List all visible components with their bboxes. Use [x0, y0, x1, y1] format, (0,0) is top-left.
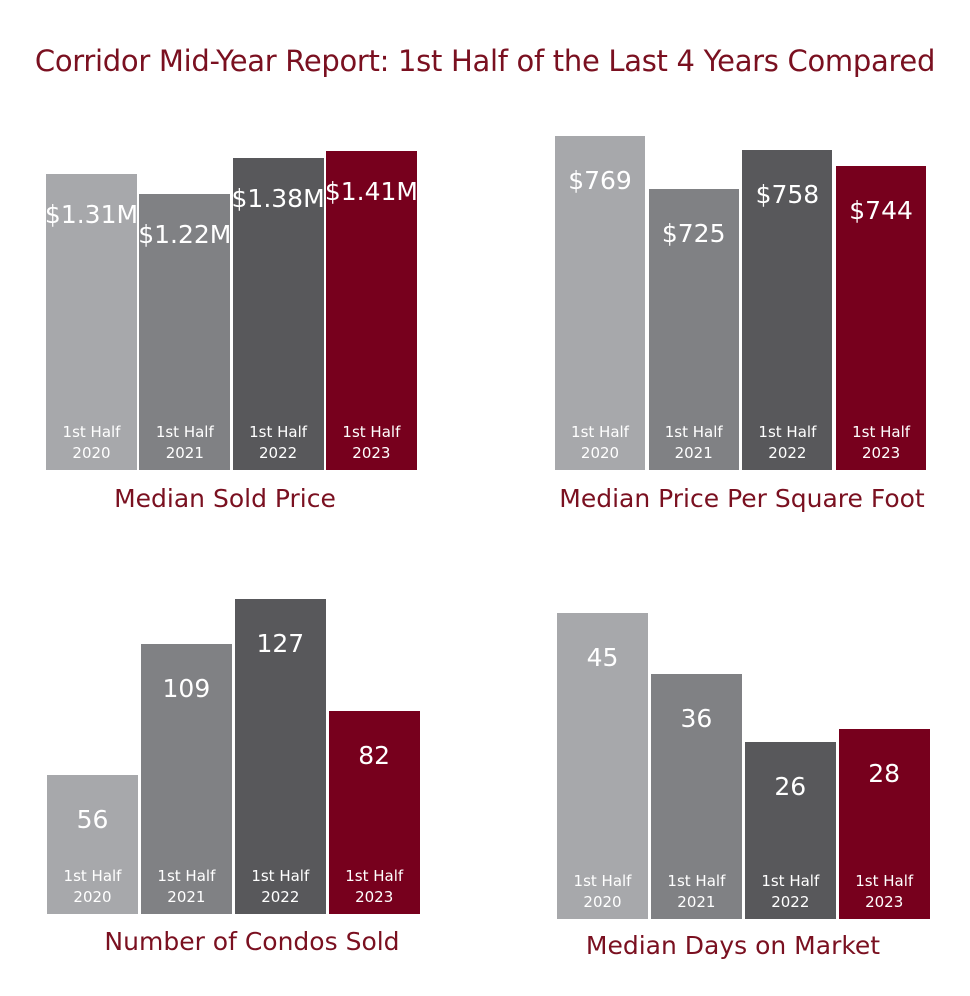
category-label-line: 2022	[261, 888, 300, 906]
category-label-line: 2020	[583, 893, 622, 911]
category-label-line: 1st Half	[63, 867, 122, 885]
data-label: $1.22M	[138, 220, 232, 250]
bar	[47, 775, 138, 914]
bar	[557, 613, 648, 919]
category-label: 1st Half 2022	[745, 871, 836, 913]
category-label-line: 2021	[674, 444, 713, 462]
category-label: 1st Half 2023	[329, 866, 420, 908]
category-label-line: 2021	[677, 893, 716, 911]
chart-title: Median Sold Price	[114, 484, 336, 513]
category-label: 1st Half 2020	[555, 422, 645, 464]
data-label: 56	[76, 805, 109, 835]
category-label-line: 2020	[72, 444, 111, 462]
bar	[744, 742, 836, 919]
category-label: 1st Half 2020	[47, 866, 138, 908]
category-label: 1st Half 2020	[46, 422, 137, 464]
data-label: 36	[680, 704, 713, 734]
data-label: $725	[661, 219, 726, 249]
category-label: 1st Half 2021	[141, 866, 232, 908]
category-label-line: 1st Half	[345, 867, 404, 885]
chart-title: Median Days on Market	[585, 931, 881, 960]
data-label: 26	[774, 772, 807, 802]
category-label-line: 2023	[355, 888, 394, 906]
data-label: $744	[849, 196, 913, 226]
report-title: Corridor Mid-Year Report: 1st Half of th…	[34, 44, 936, 78]
category-label-line: 1st Half	[855, 872, 914, 890]
category-label-line: 1st Half	[667, 872, 726, 890]
bar	[232, 158, 324, 470]
category-label-line: 1st Half	[852, 423, 911, 441]
bar	[234, 599, 326, 914]
chart-title: Median Price Per Square Foot	[559, 484, 925, 513]
category-label-line: 1st Half	[342, 423, 401, 441]
data-label: $1.41M	[324, 177, 418, 207]
data-label: 28	[868, 758, 901, 788]
bar	[328, 710, 420, 914]
bar	[648, 189, 739, 470]
category-label-line: 1st Half	[571, 423, 629, 441]
category-label: 1st Half 2021	[651, 871, 742, 913]
category-label: 1st Half 2023	[836, 422, 926, 464]
category-label: 1st Half 2022	[233, 422, 324, 464]
category-label: 1st Half 2022	[742, 422, 832, 464]
data-label: 45	[586, 643, 619, 672]
data-label: 127	[256, 629, 305, 659]
category-label-line: 1st Half	[157, 867, 216, 885]
bar	[742, 149, 833, 470]
category-label-line: 1st Half	[251, 867, 310, 885]
category-label-line: 2023	[862, 444, 901, 462]
category-label-line: 2021	[167, 888, 206, 906]
bar	[46, 173, 137, 470]
category-label: 1st Half 2021	[139, 422, 230, 464]
data-label: $1.38M	[231, 184, 325, 214]
category-label-line: 2023	[352, 444, 391, 462]
data-label: 109	[162, 673, 211, 703]
category-label-line: 2022	[771, 893, 810, 911]
category-label-line: 2022	[259, 444, 298, 462]
data-label: $758	[755, 179, 820, 209]
category-label: 1st Half 2021	[649, 422, 739, 464]
bar	[139, 194, 231, 470]
category-label-line: 1st Half	[62, 423, 121, 441]
category-label-line: 1st Half	[664, 423, 723, 441]
category-label: 1st Half 2020	[557, 871, 648, 913]
bar	[140, 643, 232, 914]
bar	[836, 166, 927, 470]
category-label-line: 1st Half	[573, 872, 632, 890]
category-label-line: 2022	[768, 444, 807, 462]
bar	[838, 728, 930, 919]
category-label: 1st Half 2023	[839, 871, 930, 913]
category-label-line: 2020	[73, 888, 112, 906]
bar	[650, 674, 742, 919]
category-label-line: 2021	[165, 444, 204, 462]
category-label-line: 1st Half	[249, 423, 308, 441]
category-label-line: 1st Half	[761, 872, 820, 890]
chart-title: Number of Condos Sold	[104, 927, 400, 956]
data-label: 82	[358, 740, 391, 770]
bar	[555, 136, 645, 470]
data-label: $1.31M	[44, 199, 139, 229]
category-label-line: 2020	[580, 444, 620, 462]
bar	[325, 151, 417, 470]
category-label-line: 2023	[865, 893, 904, 911]
category-label: 1st Half 2022	[235, 866, 326, 908]
data-label: $769	[568, 166, 632, 196]
category-label-line: 1st Half	[758, 423, 817, 441]
category-label-line: 1st Half	[155, 423, 214, 441]
category-label: 1st Half 2023	[326, 422, 417, 464]
